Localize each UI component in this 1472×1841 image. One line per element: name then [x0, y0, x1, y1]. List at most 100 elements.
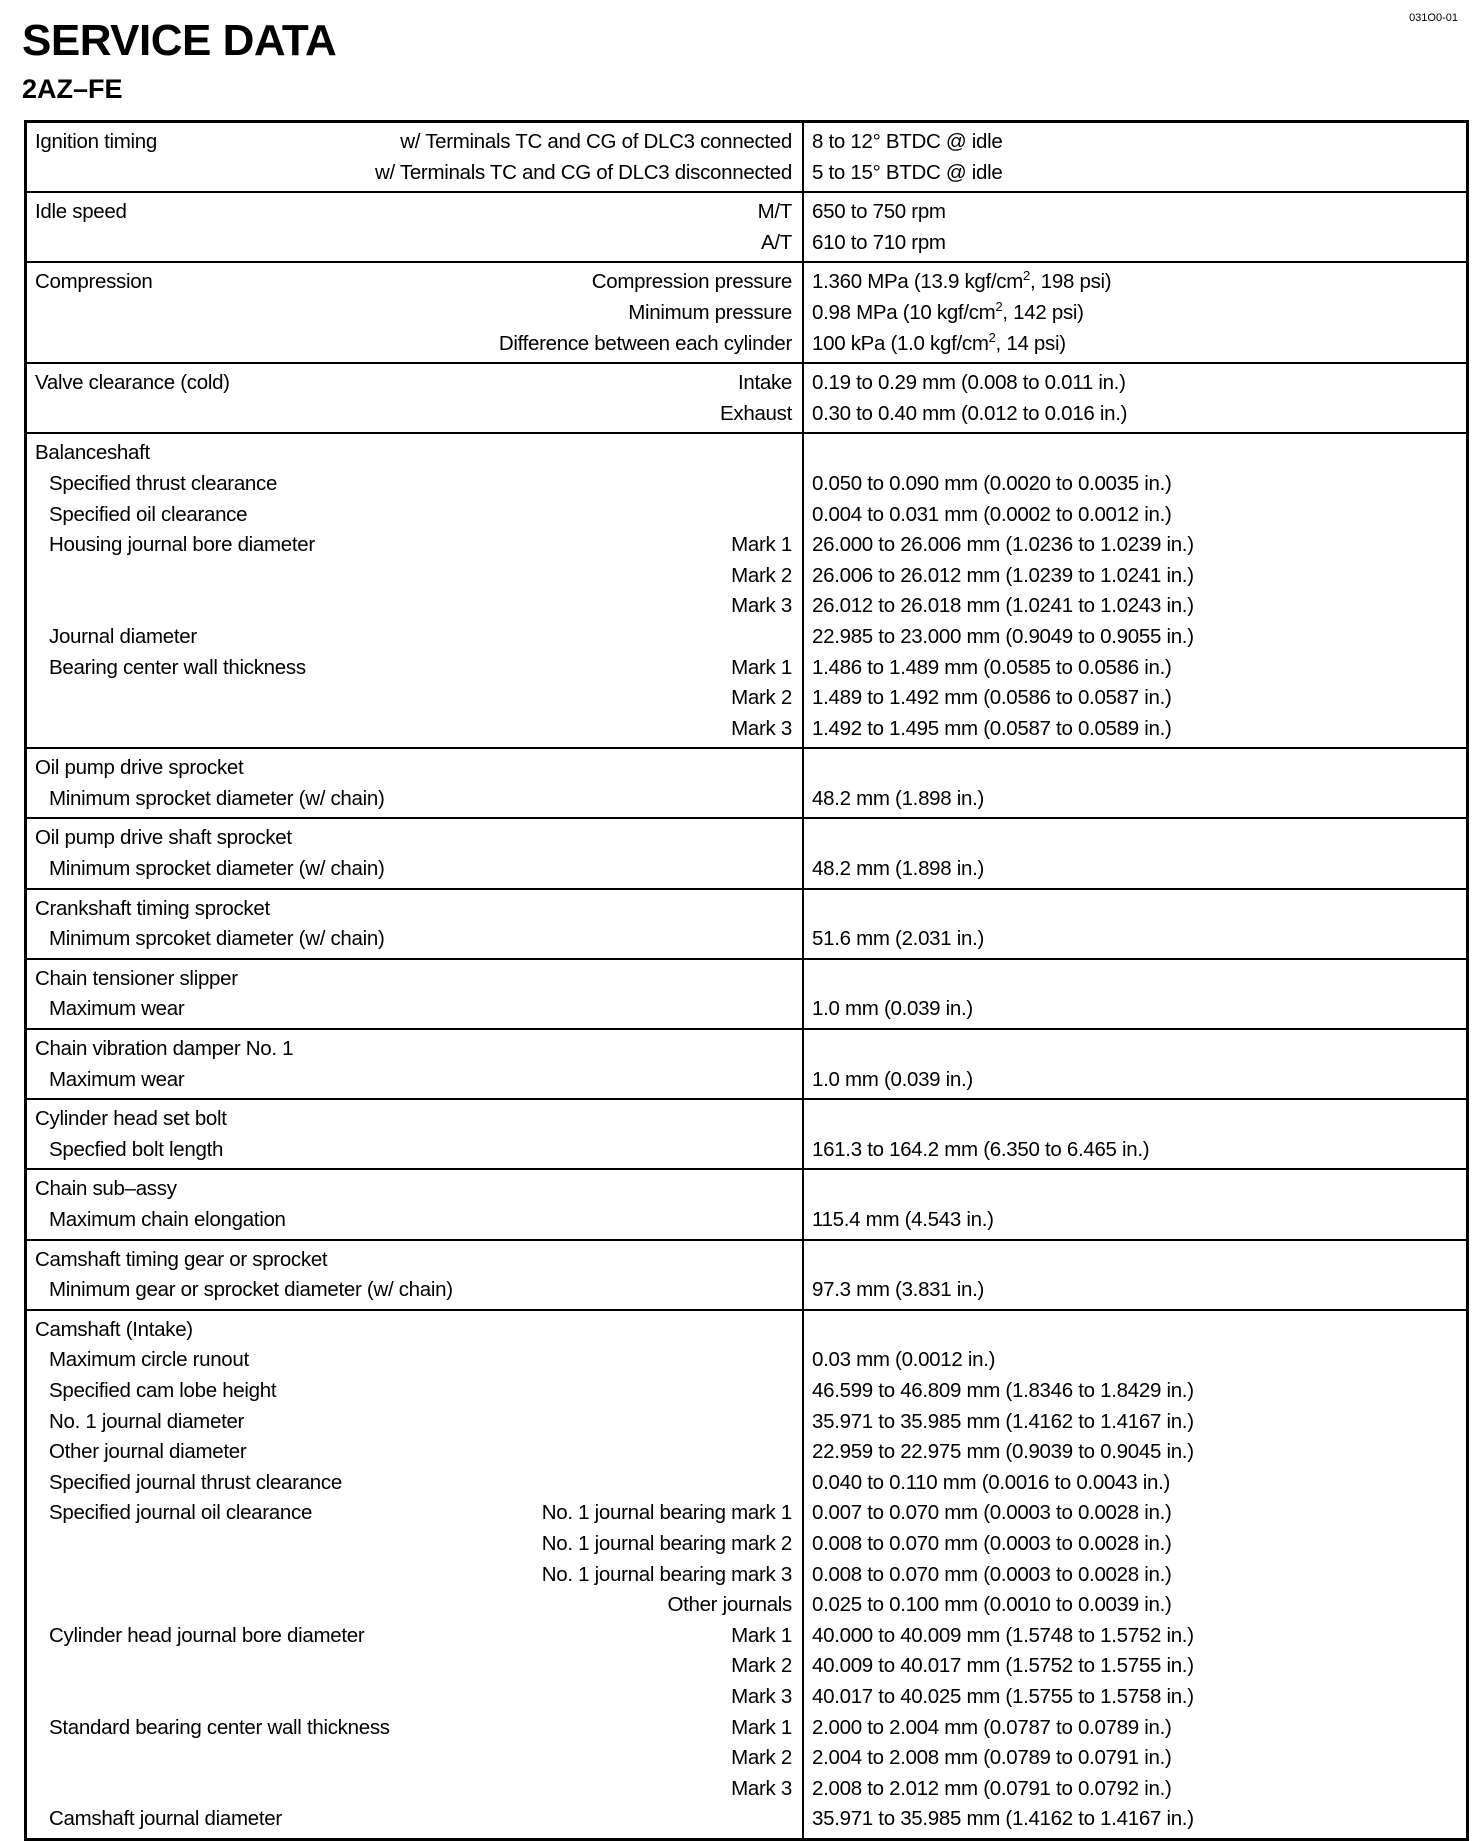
- spec-condition: Mark 1: [731, 1715, 792, 1739]
- spec-condition: [792, 753, 802, 784]
- spec-value: [804, 1245, 812, 1276]
- spec-label: Cylinder head journal bore diameter: [49, 1623, 365, 1647]
- spec-row: Maximum circle runout: [27, 1345, 802, 1376]
- spec-label: Specified oil clearance: [49, 502, 248, 526]
- spec-row: Specified journal thrust clearance: [27, 1468, 802, 1499]
- spec-row: Mark 2: [27, 561, 802, 592]
- spec-condition: [792, 1468, 802, 1499]
- spec-value: 8 to 12° BTDC @ idle: [812, 130, 1003, 153]
- spec-row: Mark 2: [27, 1651, 802, 1682]
- spec-value-cell: 48.2 mm (1.898 in.): [802, 747, 1469, 820]
- spec-label: Maximum wear: [49, 1067, 185, 1091]
- spec-row: Compression Compression pressure: [27, 267, 802, 298]
- spec-label: Specfied bolt length: [49, 1137, 224, 1161]
- spec-row: Chain sub–assy: [27, 1174, 802, 1205]
- spec-value: 2.008 to 2.012 mm (0.0791 to 0.0792 in.): [812, 1776, 1172, 1800]
- spec-label: [27, 399, 720, 430]
- spec-label: [27, 1590, 667, 1621]
- spec-label: [27, 1529, 542, 1560]
- spec-label: Chain vibration damper No. 1: [35, 1037, 294, 1061]
- spec-row: Balanceshaft: [27, 438, 802, 469]
- spec-label: [27, 1682, 731, 1713]
- spec-value: 48.2 mm (1.898 in.): [812, 786, 985, 810]
- spec-value: [804, 1034, 812, 1065]
- service-data-table: Ignition timing w/ Terminals TC and CG of…: [24, 120, 1469, 1841]
- spec-value: [804, 1104, 812, 1135]
- spec-value: 26.012 to 26.018 mm (1.0241 to 1.0243 in…: [812, 594, 1194, 618]
- spec-condition: Mark 1: [731, 533, 792, 557]
- spec-value: 1.489 to 1.492 mm (0.0586 to 0.0587 in.): [812, 686, 1172, 710]
- spec-row: Valve clearance (cold) Intake: [27, 368, 802, 399]
- spec-value: 650 to 750 rpm: [812, 200, 946, 224]
- spec-value: 0.004 to 0.031 mm (0.0002 to 0.0012 in.): [812, 502, 1172, 526]
- spec-value: 97.3 mm (3.831 in.): [812, 1278, 985, 1302]
- spec-row: Specified oil clearance: [27, 500, 802, 531]
- spec-row: No. 1 journal diameter: [27, 1407, 802, 1438]
- spec-value: 35.971 to 35.985 mm (1.4162 to 1.4167 in…: [812, 1409, 1194, 1433]
- spec-label: Maximum circle runout: [49, 1348, 249, 1372]
- engine-model-subtitle: 2AZ–FE: [22, 74, 123, 104]
- spec-row: Maximum chain elongation: [27, 1205, 802, 1236]
- spec-row: Other journals: [27, 1590, 802, 1621]
- spec-condition: [792, 1135, 802, 1166]
- spec-row: Camshaft (Intake): [27, 1315, 802, 1346]
- spec-value: 40.000 to 40.009 mm (1.5748 to 1.5752 in…: [812, 1623, 1194, 1647]
- spec-label: [27, 1560, 542, 1591]
- spec-value-cell: 1.0 mm (0.039 in.): [802, 957, 1469, 1031]
- page-title: SERVICE DATA: [22, 16, 337, 65]
- spec-value: 100 kPa (1.0 kgf/cm2, 14 psi): [812, 329, 1066, 355]
- spec-condition: Compression pressure: [591, 270, 793, 294]
- spec-value-cell: 1.360 MPa (13.9 kgf/cm2, 198 psi) 0.98 MP…: [802, 261, 1469, 365]
- spec-section: Compression Compression pressure Minimum p…: [24, 261, 1469, 365]
- spec-section: Oil pump drive sprocket Minimum sprocket …: [24, 747, 1469, 820]
- spec-value-cell: 0.050 to 0.090 mm (0.0020 to 0.0035 in.)…: [802, 432, 1469, 750]
- spec-row: Maximum wear: [27, 994, 802, 1025]
- spec-value-cell: 0.03 mm (0.0012 in.) 46.599 to 46.809 mm …: [802, 1308, 1469, 1841]
- spec-item-cell: Camshaft (Intake) Maximum circle runout Sp…: [24, 1308, 804, 1841]
- spec-value: [804, 823, 812, 854]
- spec-row: Mark 2: [27, 1743, 802, 1774]
- spec-value: 0.03 mm (0.0012 in.): [812, 1348, 996, 1372]
- spec-section: Idle speed M/T A/T 650 to 750 rpm 610 to 710…: [24, 191, 1469, 264]
- spec-condition: M/T: [757, 200, 793, 224]
- spec-value: 26.006 to 26.012 mm (1.0239 to 1.0241 in…: [812, 563, 1194, 587]
- spec-condition: w/ Terminals TC and CG of DLC3 disconnec…: [374, 160, 792, 184]
- spec-condition: [792, 1407, 802, 1438]
- spec-row: w/ Terminals TC and CG of DLC3 disconnec…: [27, 158, 802, 189]
- spec-row: Minimum sprcoket diameter (w/ chain): [27, 924, 802, 955]
- spec-value: 610 to 710 rpm: [812, 230, 946, 254]
- spec-value: 0.007 to 0.070 mm (0.0003 to 0.0028 in.): [812, 1501, 1172, 1525]
- spec-condition: [792, 1104, 802, 1135]
- spec-row: Specified cam lobe height: [27, 1376, 802, 1407]
- spec-section: Chain vibration damper No. 1 Maximum wear…: [24, 1028, 1469, 1101]
- spec-condition: Mark 2: [731, 563, 792, 587]
- spec-row: Ignition timing w/ Terminals TC and CG of…: [27, 127, 802, 158]
- document-code: 031O0-01: [1409, 12, 1458, 24]
- spec-value: [804, 753, 812, 784]
- spec-value: [804, 438, 812, 469]
- spec-section: Oil pump drive shaft sprocket Minimum spr…: [24, 817, 1469, 890]
- spec-row: Chain tensioner slipper: [27, 964, 802, 995]
- spec-row: Minimum sprocket diameter (w/ chain): [27, 854, 802, 885]
- spec-value-cell: 161.3 to 164.2 mm (6.350 to 6.465 in.): [802, 1098, 1469, 1171]
- spec-label: Valve clearance (cold): [35, 371, 230, 395]
- spec-section: Chain sub–assy Maximum chain elongation 11…: [24, 1168, 1469, 1241]
- spec-row: Other journal diameter: [27, 1437, 802, 1468]
- spec-label: Compression: [35, 270, 153, 294]
- spec-row: A/T: [27, 228, 802, 259]
- spec-value: 1.486 to 1.489 mm (0.0585 to 0.0586 in.): [812, 655, 1172, 679]
- spec-section: Cylinder head set bolt Specfied bolt leng…: [24, 1098, 1469, 1171]
- spec-row: Standard bearing center wall thickness Ma…: [27, 1713, 802, 1744]
- spec-label: Crankshaft timing sprocket: [35, 896, 270, 920]
- spec-value: 51.6 mm (2.031 in.): [812, 927, 985, 951]
- spec-condition: Mark 1: [731, 655, 792, 679]
- spec-row: Crankshaft timing sprocket: [27, 894, 802, 925]
- spec-condition: [792, 1376, 802, 1407]
- spec-item-cell: Cylinder head set bolt Specfied bolt leng…: [24, 1098, 804, 1171]
- spec-label: Minimum sprocket diameter (w/ chain): [49, 857, 385, 881]
- spec-label: Balanceshaft: [35, 441, 150, 465]
- spec-item-cell: Balanceshaft Specified thrust clearance Sp…: [24, 432, 804, 750]
- spec-item-cell: Oil pump drive sprocket Minimum sprocket …: [24, 747, 804, 820]
- spec-label: Specified journal thrust clearance: [49, 1470, 342, 1494]
- spec-row: No. 1 journal bearing mark 2: [27, 1529, 802, 1560]
